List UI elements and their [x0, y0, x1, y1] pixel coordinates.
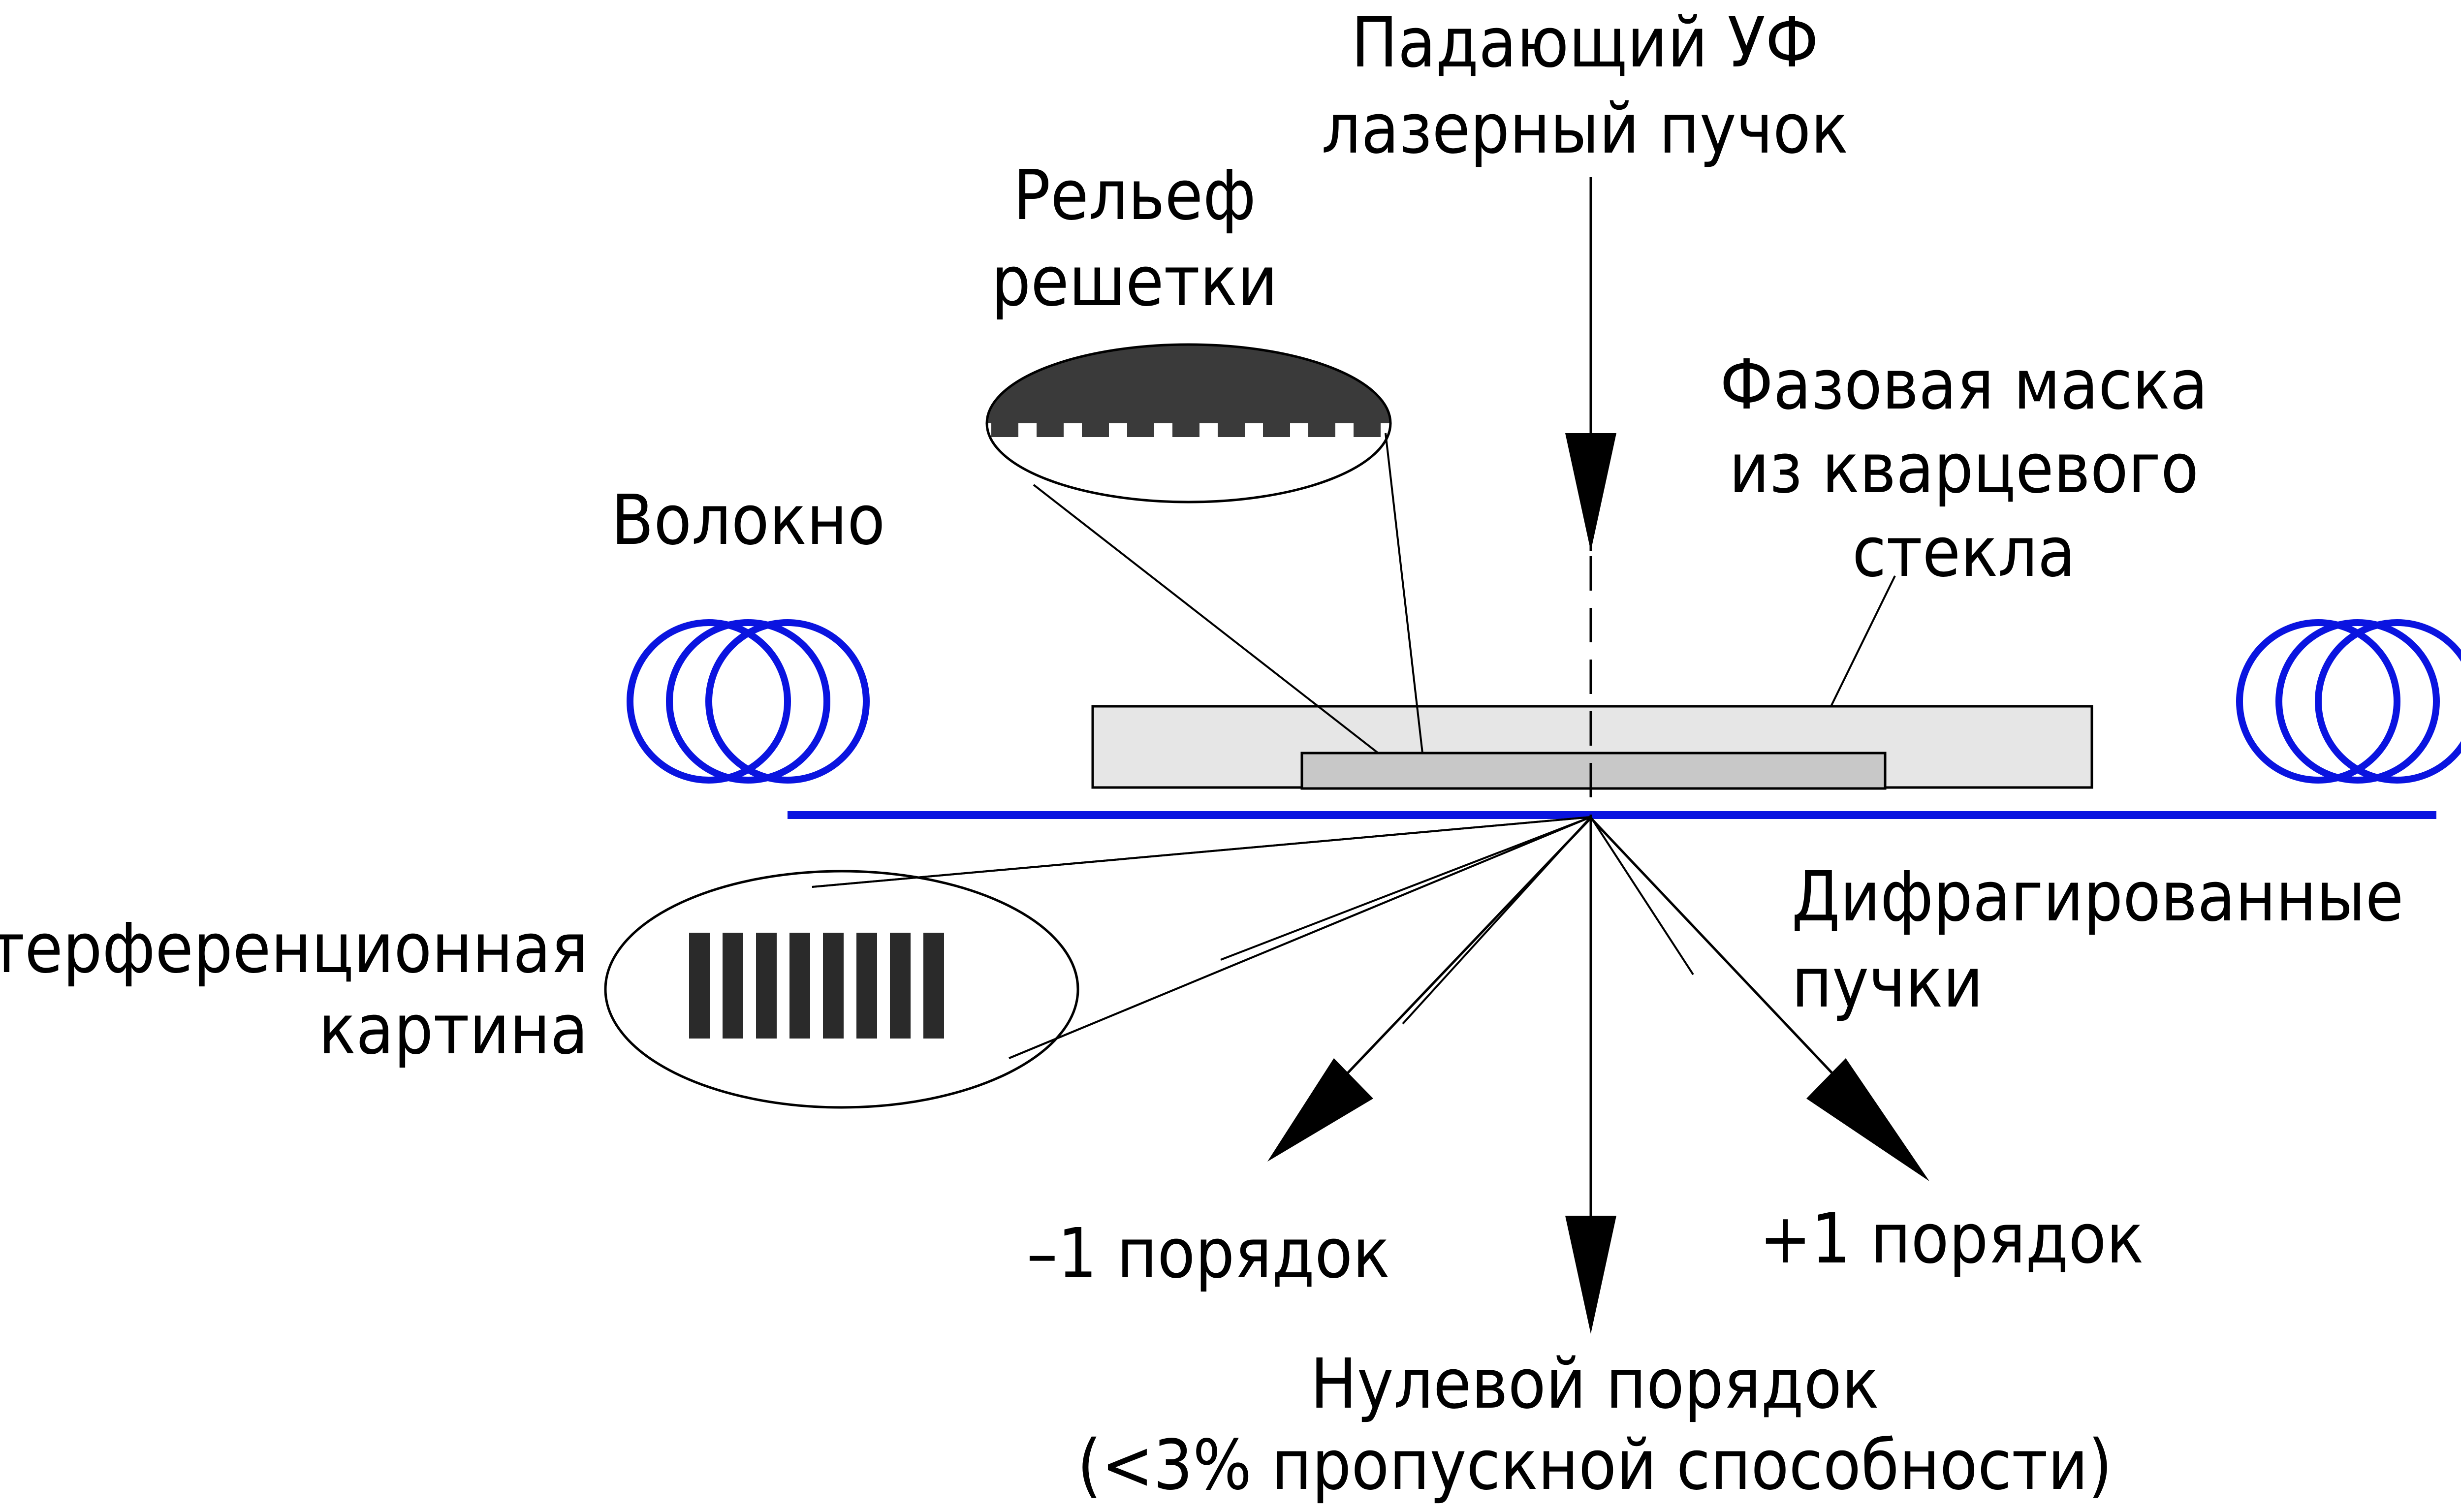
plus-one-order-arrowhead [1806, 1058, 1929, 1181]
fringe [789, 933, 810, 1039]
fringe [890, 933, 911, 1039]
interference-label-line2: картина [318, 990, 588, 1070]
mask-leader [1830, 575, 1896, 707]
incident-label-line1: Падающий УФ [1351, 3, 1819, 83]
interference-leader-1 [812, 816, 1591, 888]
zero-order-label-line2: (<3% пропускной способности) [1077, 1425, 2113, 1506]
interference-leader-2 [1009, 816, 1591, 1059]
fiber-coil-right-1 [2236, 619, 2400, 784]
fringe [856, 933, 877, 1039]
relief-leader-2 [1385, 433, 1423, 754]
ray [1590, 816, 1694, 976]
relief-dark-fill [987, 345, 1390, 437]
fiber-label: Волокно [611, 480, 885, 561]
minus-one-order-label: –1 порядок [1027, 1214, 1390, 1294]
fringe [723, 933, 743, 1039]
plus-one-order-label: +1 порядок [1759, 1199, 2144, 1279]
relief-zoom-ellipse [985, 343, 1392, 504]
diffraction-rays [812, 816, 1694, 1059]
fiber-coil-right-3 [2315, 619, 2461, 784]
relief-label-line1: Рельеф [1013, 156, 1256, 236]
fiber [627, 619, 2461, 819]
mask-label-line3: стекла [1852, 512, 2076, 593]
diffracted-label-line1: Дифрагированные [1792, 857, 2403, 937]
fiber-coil-left-2 [666, 619, 830, 784]
zero-order-arrowhead [1565, 1216, 1616, 1334]
ray [1220, 816, 1591, 961]
zero-order-label-line1: Нулевой порядок [1310, 1344, 1879, 1424]
fringe [756, 933, 777, 1039]
mask-label-line2: из кварцевого [1729, 429, 2199, 509]
plus-one-order-line [1590, 817, 1852, 1094]
mask-label-line1: Фазовая маска [1720, 345, 2208, 425]
diffracted-label-line2: пучки [1792, 943, 1983, 1023]
fiber-coil-left-1 [627, 619, 791, 784]
fiber-coil-left-3 [705, 619, 870, 784]
interference-label-line1: Интерференционная [0, 909, 588, 989]
fringe [689, 933, 710, 1039]
interference-fringes [689, 933, 944, 1039]
minus-one-order-arrowhead [1267, 1058, 1373, 1162]
interference-zoom [604, 816, 1591, 1109]
grating-region [1300, 752, 1887, 790]
relief-label-line2: решетки [991, 242, 1278, 322]
incident-label-line2: лазерный пучок [1322, 89, 1848, 169]
ray [1402, 816, 1592, 1025]
interference-zoom-ellipse [604, 870, 1079, 1109]
relief-zoom [985, 343, 1423, 754]
fringe [823, 933, 844, 1039]
fringe [923, 933, 944, 1039]
fiber-coil-right-2 [2275, 619, 2440, 784]
relief-leader-1 [1033, 484, 1379, 754]
incident-beam-arrowhead [1565, 433, 1616, 551]
